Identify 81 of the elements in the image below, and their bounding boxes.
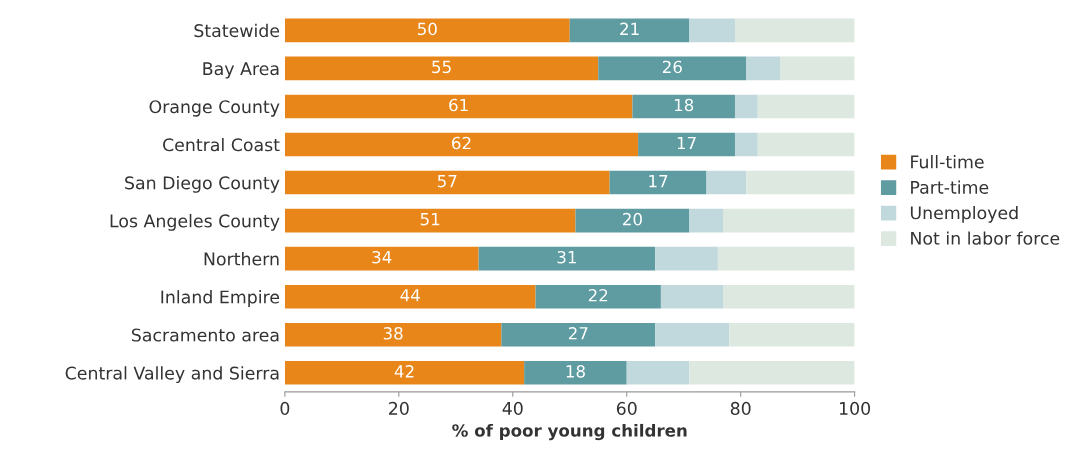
bar — [609, 170, 707, 195]
data-label: 34 — [372, 250, 392, 264]
data-label: 20 — [623, 212, 642, 226]
legend-label: Unemployed — [910, 205, 1018, 223]
x-tick-label: 20 — [389, 401, 409, 416]
bar — [575, 208, 690, 233]
y-tick-label: Statewide — [194, 23, 280, 38]
bar — [284, 246, 479, 271]
data-label: 38 — [383, 327, 403, 340]
bar — [717, 246, 855, 271]
data-label: 21 — [620, 22, 639, 35]
legend-label: Not in labor force — [911, 231, 1060, 245]
bar — [284, 322, 502, 347]
bar — [284, 132, 639, 157]
bar — [689, 208, 724, 233]
x-tick-label: 0 — [280, 401, 290, 416]
data-label: 22 — [588, 288, 608, 302]
bar — [660, 284, 724, 309]
y-tick-label: San Diego County — [125, 175, 280, 193]
bar — [524, 361, 627, 385]
y-tick-label: Sacramento area — [131, 328, 279, 342]
x-tick-label: 40 — [502, 401, 523, 416]
bar — [284, 56, 599, 81]
bar — [284, 18, 570, 43]
bar — [284, 170, 610, 195]
y-tick-label: Inland Empire — [161, 290, 280, 307]
y-tick-label: Central Valley and Sierra — [65, 366, 279, 384]
bar — [655, 246, 718, 271]
legend-label: Part-time — [911, 180, 989, 194]
legend-label: Full-time — [911, 154, 984, 169]
bar — [284, 361, 525, 385]
bar — [689, 18, 735, 43]
x-tick-label: 60 — [616, 401, 637, 416]
bar — [535, 284, 661, 309]
y-tick-label: Central Coast — [163, 137, 280, 152]
data-label: 51 — [420, 213, 440, 226]
data-label: 57 — [437, 175, 457, 188]
bar — [626, 361, 690, 385]
data-label: 17 — [649, 175, 668, 188]
data-label: 55 — [432, 60, 451, 74]
data-label: 44 — [400, 289, 420, 302]
data-label: 26 — [662, 60, 682, 74]
data-label: 50 — [417, 22, 437, 36]
bar — [729, 322, 855, 347]
data-label: 17 — [677, 136, 696, 150]
bar — [632, 94, 735, 119]
bar — [284, 208, 576, 233]
x-axis-title: % of poor young children — [452, 423, 687, 441]
bar — [478, 246, 656, 271]
y-tick-label: Orange County — [149, 100, 280, 117]
x-tick-label: 100 — [839, 401, 871, 416]
y-tick-label: Northern — [204, 252, 279, 266]
data-label: 61 — [449, 98, 468, 112]
bar — [706, 170, 747, 195]
bar — [501, 322, 656, 347]
data-label: 27 — [568, 327, 588, 340]
bar — [638, 132, 735, 157]
data-label: 42 — [394, 365, 414, 378]
data-label: 18 — [566, 365, 585, 378]
bar — [757, 132, 855, 157]
bar — [655, 322, 730, 347]
bar — [569, 18, 690, 43]
bar — [284, 284, 536, 309]
bar — [757, 94, 855, 119]
data-label: 62 — [452, 136, 471, 150]
y-tick-label: Los Angeles County — [110, 214, 280, 231]
bar — [746, 56, 781, 81]
bar — [723, 284, 855, 309]
bar — [734, 94, 758, 119]
bar — [723, 208, 855, 233]
bar — [734, 18, 855, 43]
bar — [746, 170, 855, 195]
bar — [734, 132, 758, 157]
data-label: 18 — [674, 98, 694, 112]
bar — [689, 361, 855, 385]
x-tick-label: 80 — [730, 401, 751, 416]
y-tick-label: Bay Area — [203, 62, 279, 79]
bar — [780, 56, 855, 81]
data-label: 31 — [557, 250, 576, 264]
bar — [598, 56, 747, 81]
bar — [284, 94, 633, 119]
